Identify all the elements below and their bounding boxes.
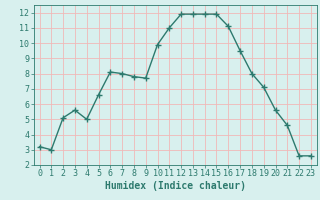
- X-axis label: Humidex (Indice chaleur): Humidex (Indice chaleur): [105, 181, 246, 191]
